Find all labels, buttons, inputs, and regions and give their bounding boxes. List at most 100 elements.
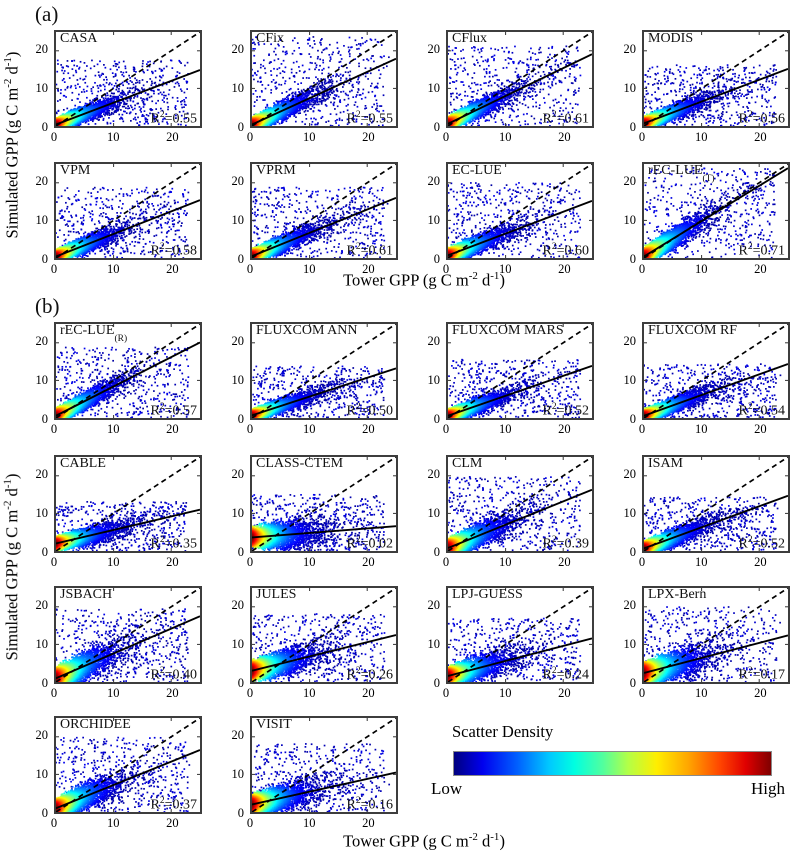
x-tick-label: 0 bbox=[638, 422, 646, 436]
y-tick-label: 20 bbox=[427, 333, 441, 348]
y-tick-label: 10 bbox=[623, 80, 637, 95]
subplot-clm: 0 10 20 0 10 20 CLM R2=0.39 bbox=[400, 455, 594, 579]
plot-frame: CFix R2=0.55 bbox=[250, 30, 398, 128]
y-tick-label: 10 bbox=[35, 505, 49, 520]
y-tick-label: 10 bbox=[623, 372, 637, 387]
subplot-fluxcom-rf: 0 10 20 0 10 20 FLUXCOM RF R2=0.54 bbox=[596, 322, 790, 446]
y-tick-label: 0 bbox=[433, 252, 440, 266]
y-tick-label: 10 bbox=[427, 505, 441, 520]
density-scatter-canvas bbox=[644, 588, 788, 682]
y-tick-label: 10 bbox=[35, 372, 49, 387]
panel-a-label: (a) bbox=[35, 2, 59, 26]
y-tick-label: 20 bbox=[35, 466, 49, 481]
x-tick-label: 20 bbox=[362, 422, 375, 436]
x-tick-label: 0 bbox=[50, 422, 58, 436]
r-squared-label: R2=0.02 bbox=[346, 535, 394, 552]
model-name-label: VPRM bbox=[256, 163, 296, 178]
y-tick-label: 10 bbox=[231, 766, 245, 781]
density-scatter-canvas bbox=[56, 718, 200, 812]
x-tick-label: 0 bbox=[50, 686, 58, 700]
model-name-subscript: (R) bbox=[114, 333, 128, 344]
x-tick-label: 20 bbox=[754, 686, 767, 700]
r-squared-label: R2=0.60 bbox=[542, 242, 590, 259]
x-tick-label: 0 bbox=[638, 130, 646, 144]
subplot-vpm: 0 10 20 0 10 20 VPM R2=0.58 bbox=[8, 162, 202, 286]
y-tick-label: 10 bbox=[427, 372, 441, 387]
subplot-fluxcom-ann: 0 10 20 0 10 20 FLUXCOM ANN R2=0.50 bbox=[204, 322, 398, 446]
x-tick-label: 10 bbox=[302, 130, 316, 144]
y-tick-label: 10 bbox=[623, 212, 637, 227]
r-squared-label: R2=0.52 bbox=[542, 402, 590, 419]
r-squared-label: R2=0.58 bbox=[150, 242, 198, 259]
legend-colorbar bbox=[453, 751, 772, 776]
density-scatter-canvas bbox=[252, 164, 396, 258]
y-tick-label: 10 bbox=[231, 372, 245, 387]
plot-frame: ORCHIDEE R2=0.37 bbox=[54, 716, 202, 814]
subplot-rec-lue-r: 0 10 20 0 10 20 rEC-LUE(R) R2=0.57 bbox=[8, 322, 202, 446]
x-axis-label-text: d bbox=[477, 831, 491, 851]
density-scatter-canvas bbox=[252, 588, 396, 682]
x-tick-label: 10 bbox=[302, 686, 316, 700]
x-tick-label: 10 bbox=[498, 130, 512, 144]
legend-low-label: Low bbox=[431, 779, 463, 798]
x-tick-label: 20 bbox=[558, 686, 571, 700]
subplot-casa: 0 10 20 0 10 20 CASA R2=0.55 bbox=[8, 30, 202, 154]
r-squared-label: R2=0.55 bbox=[150, 110, 198, 127]
x-axis-label-exp: -2 bbox=[468, 270, 478, 282]
subplot-cable: 0 10 20 0 10 20 CABLE R2=0.35 bbox=[8, 455, 202, 579]
y-tick-label: 20 bbox=[231, 41, 245, 56]
x-tick-label: 10 bbox=[106, 262, 120, 276]
model-name-label: JULES bbox=[256, 587, 297, 602]
plot-frame: CFlux R2=0.61 bbox=[446, 30, 594, 128]
x-tick-label: 20 bbox=[362, 262, 375, 276]
y-tick-label: 10 bbox=[231, 636, 245, 651]
panel-b-label: (b) bbox=[35, 294, 60, 318]
x-tick-label: 10 bbox=[498, 555, 512, 569]
subplot-cfix: 0 10 20 0 10 20 CFix R2=0.55 bbox=[204, 30, 398, 154]
y-tick-label: 0 bbox=[629, 545, 636, 559]
plot-frame: ISAM R2=0.52 bbox=[642, 455, 790, 553]
density-scatter-canvas bbox=[56, 324, 200, 418]
subplot-visit: 0 10 20 0 10 20 VISIT R2=0.16 bbox=[204, 716, 398, 840]
y-tick-label: 0 bbox=[237, 120, 244, 134]
y-tick-label: 10 bbox=[427, 212, 441, 227]
x-tick-label: 20 bbox=[166, 555, 179, 569]
model-name-subscript: (T) bbox=[702, 173, 715, 184]
density-scatter-canvas bbox=[448, 588, 592, 682]
model-name-label: rEC-LUE(T) bbox=[648, 163, 715, 184]
density-scatter-canvas bbox=[448, 164, 592, 258]
x-axis-label-text: ) bbox=[499, 831, 505, 851]
y-tick-label: 20 bbox=[623, 173, 637, 188]
y-tick-label: 0 bbox=[237, 412, 244, 426]
x-tick-label: 20 bbox=[754, 555, 767, 569]
density-scatter-canvas bbox=[252, 32, 396, 126]
y-tick-label: 0 bbox=[433, 676, 440, 690]
density-scatter-canvas bbox=[644, 457, 788, 551]
plot-frame: CABLE R2=0.35 bbox=[54, 455, 202, 553]
x-tick-label: 20 bbox=[362, 686, 375, 700]
density-scatter-canvas bbox=[252, 324, 396, 418]
model-name-label: CABLE bbox=[60, 456, 106, 471]
y-tick-label: 20 bbox=[427, 597, 441, 612]
r-squared-label: R2=0.57 bbox=[150, 402, 198, 419]
x-axis-label-text: Tower GPP (g C m bbox=[343, 270, 469, 290]
model-name-label: ORCHIDEE bbox=[60, 717, 131, 732]
y-tick-label: 20 bbox=[427, 173, 441, 188]
x-tick-label: 0 bbox=[246, 262, 254, 276]
x-tick-label: 0 bbox=[50, 262, 58, 276]
subplot-lpj-guess: 0 10 20 0 10 20 LPJ-GUESS R2=0.24 bbox=[400, 586, 594, 710]
y-tick-label: 20 bbox=[623, 597, 637, 612]
x-tick-label: 20 bbox=[362, 555, 375, 569]
x-tick-label: 20 bbox=[558, 555, 571, 569]
r-squared-label: R2=0.39 bbox=[542, 535, 590, 552]
x-tick-label: 0 bbox=[442, 262, 450, 276]
x-tick-label: 10 bbox=[302, 816, 316, 830]
model-name-label: CLASS-CTEM bbox=[256, 456, 344, 471]
density-scatter-canvas bbox=[252, 718, 396, 812]
y-tick-label: 20 bbox=[35, 597, 49, 612]
x-tick-label: 0 bbox=[50, 130, 58, 144]
x-tick-label: 10 bbox=[302, 555, 316, 569]
y-tick-label: 0 bbox=[629, 120, 636, 134]
x-tick-label: 10 bbox=[498, 262, 512, 276]
